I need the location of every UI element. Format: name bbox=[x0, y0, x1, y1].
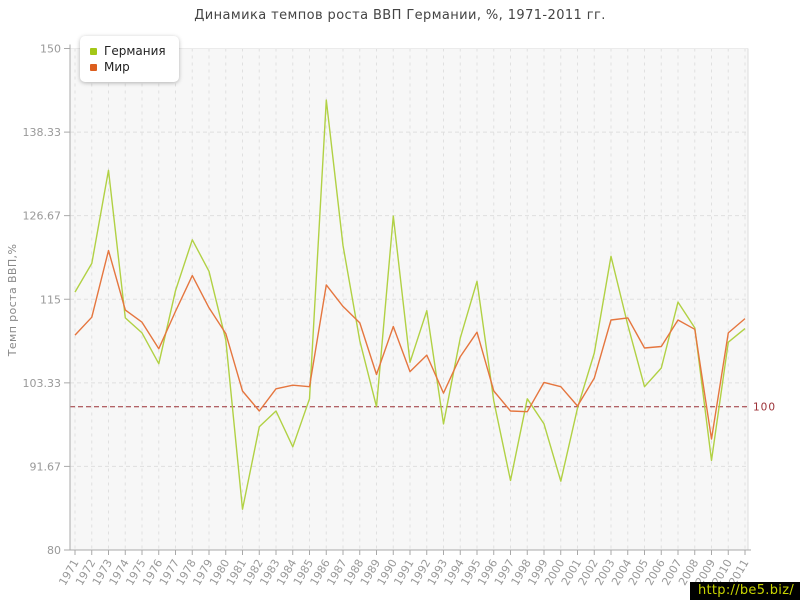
y-tick-label: 91.67 bbox=[30, 460, 62, 473]
series-line-germany bbox=[74, 99, 746, 510]
y-tick-label: 80 bbox=[47, 544, 61, 557]
legend-item-germany[interactable]: Германия bbox=[90, 44, 166, 58]
benchmark-label: 100 bbox=[753, 402, 776, 414]
legend-label-world: Мир bbox=[104, 60, 130, 74]
y-tick-label: 150 bbox=[40, 43, 61, 56]
y-axis-title: Темп роста ВВП,% bbox=[6, 244, 19, 358]
y-tick-label: 126.67 bbox=[23, 210, 62, 223]
chart-title: Динамика темпов роста ВВП Германии, %, 1… bbox=[194, 8, 606, 23]
y-tick-label: 138.33 bbox=[23, 126, 62, 139]
legend-label-germany: Германия bbox=[104, 44, 166, 58]
legend-item-world[interactable]: Мир bbox=[90, 60, 166, 74]
plot-area: 100150138.33126.67115103.3391.6780197119… bbox=[23, 43, 776, 588]
germany-series-swatch bbox=[90, 47, 97, 55]
legend: Германия Мир bbox=[80, 36, 179, 82]
y-tick-label: 103.33 bbox=[23, 377, 62, 390]
y-tick-label: 115 bbox=[40, 293, 61, 306]
series-line-world bbox=[74, 249, 746, 440]
watermark-link[interactable]: http://be5.biz/ bbox=[689, 582, 800, 600]
world-series-swatch bbox=[90, 63, 97, 71]
